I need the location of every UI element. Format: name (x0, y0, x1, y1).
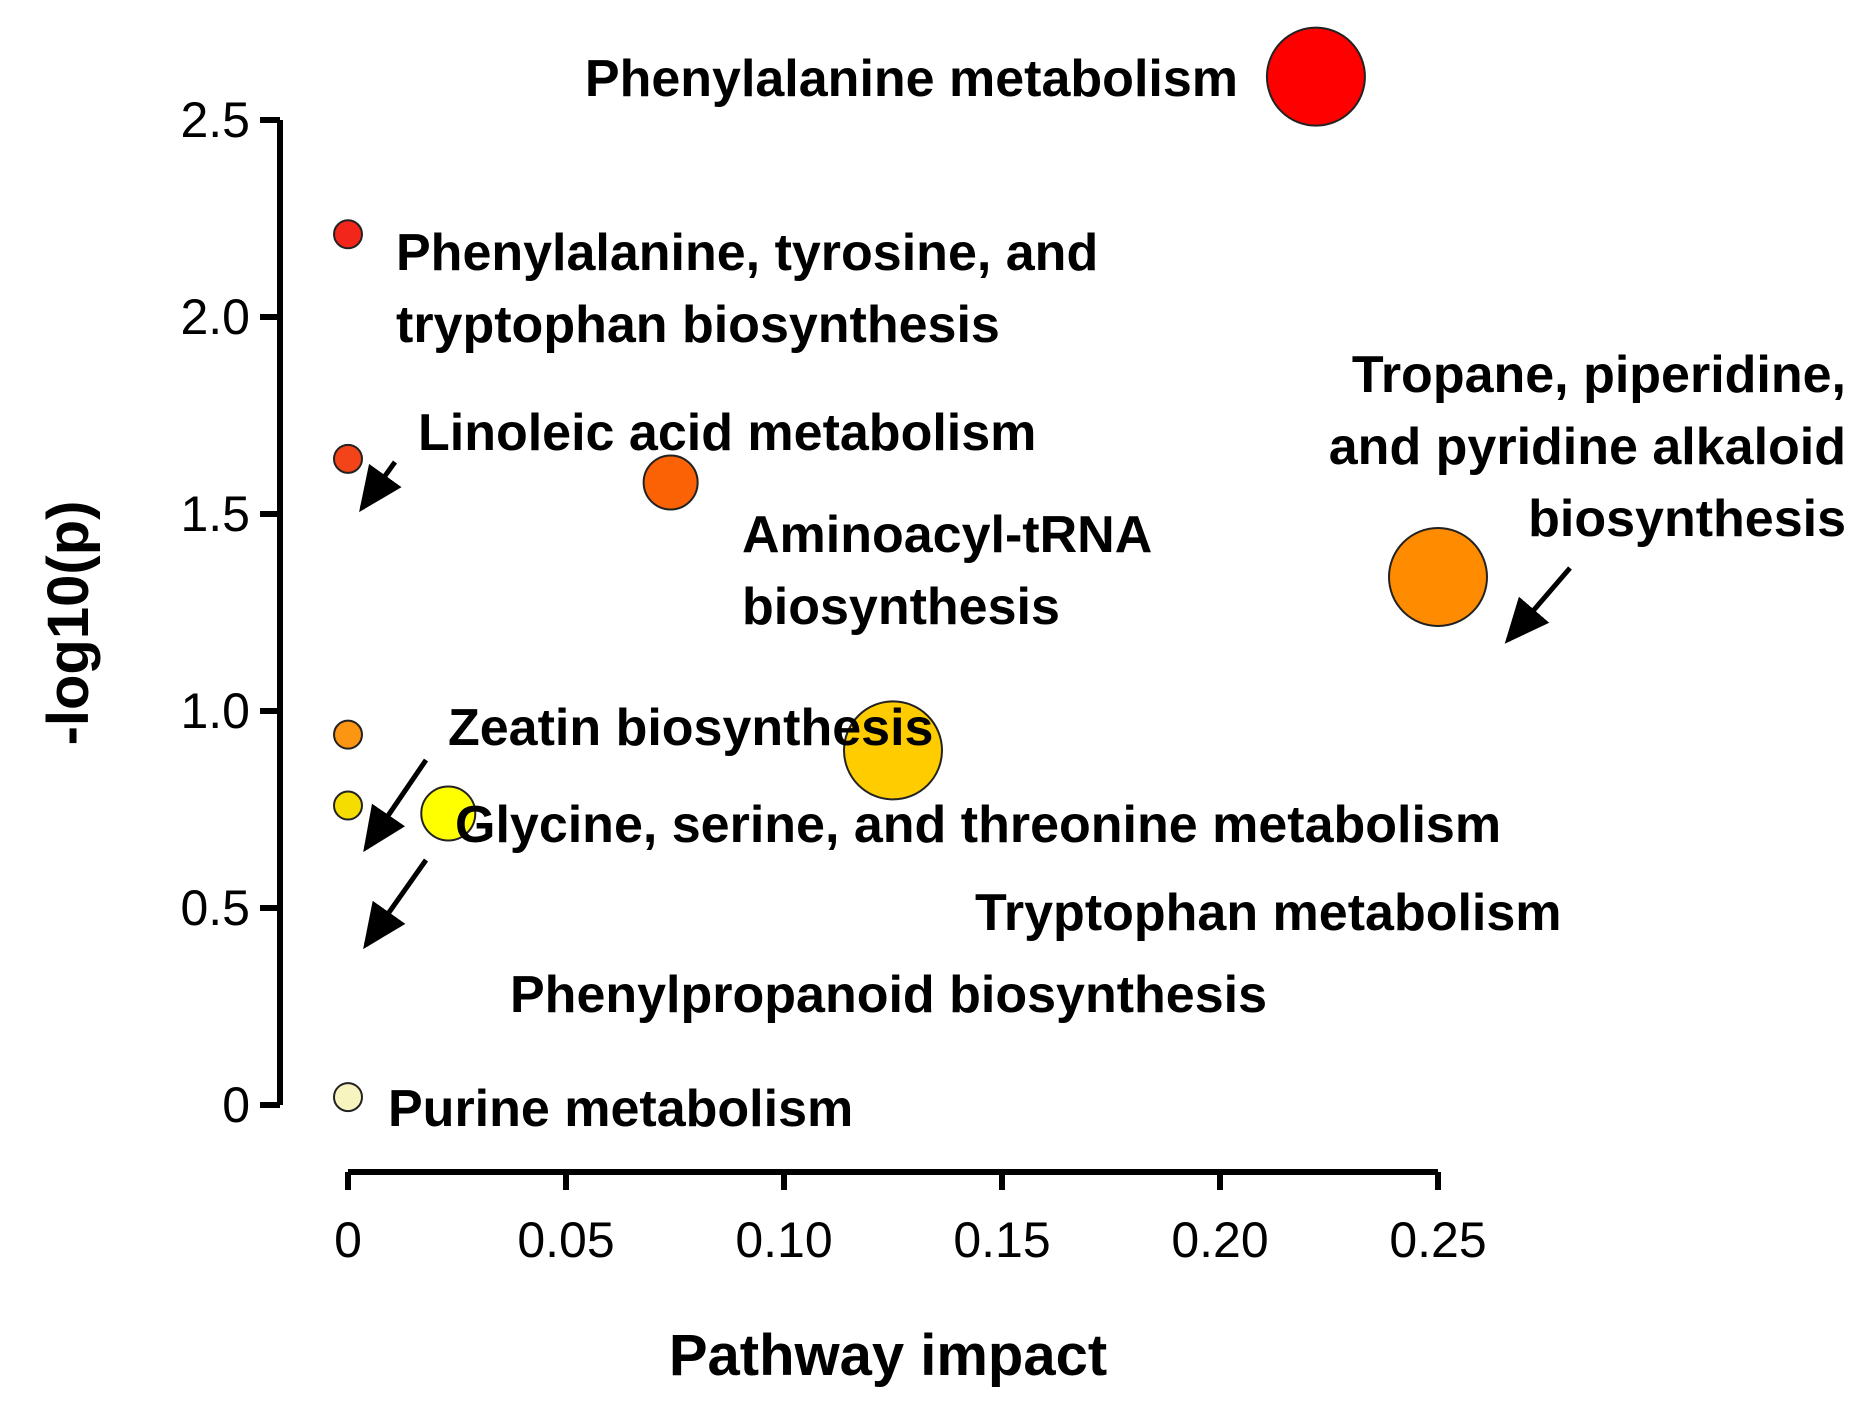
data-point (1388, 527, 1488, 628)
annotation-arrows (359, 460, 1572, 950)
point-label-line: tryptophan biosynthesis (396, 296, 1000, 354)
point-label-line: and pyridine alkaloid (1329, 418, 1846, 476)
y-tick-label: 2.0 (180, 289, 250, 345)
arrow-glycine (363, 858, 429, 950)
point-label-line: Phenylalanine, tyrosine, and (396, 224, 1098, 282)
point-label: Tropane, piperidine, and pyridine alkaloi… (1329, 346, 1846, 548)
point-label-line: Linoleic acid metabolism (418, 404, 1036, 462)
data-point (333, 219, 363, 250)
arrow-tropane (1504, 566, 1572, 644)
point-label: Phenylpropanoid biosynthesis (510, 966, 1267, 1024)
point-label: Glycine, serine, and threonine metabolis… (455, 796, 1501, 854)
point-label-line: Purine metabolism (388, 1080, 853, 1138)
data-point (333, 790, 363, 821)
point-label-line: Aminoacyl-tRNA (742, 506, 1152, 564)
point-label-line: Phenylpropanoid biosynthesis (510, 966, 1267, 1024)
arrow-zeatin (363, 758, 429, 853)
point-label: Aminoacyl-tRNA biosynthesis (742, 506, 1152, 636)
axes: 0 0.5 1.0 1.5 2.0 2.5 0 0.05 0.10 0.15 0.20 0.25 (180, 92, 1486, 1268)
point-label-line: biosynthesis (742, 578, 1060, 636)
point-label-line: Tropane, piperidine, (1352, 346, 1846, 404)
point-label: Purine metabolism (388, 1080, 853, 1138)
point-label: Phenylalanine metabolism (585, 50, 1238, 108)
data-point (333, 443, 363, 474)
point-label: Phenylalanine, tyrosine, and tryptophan b… (396, 224, 1098, 354)
x-tick-label: 0.10 (735, 1212, 832, 1268)
y-axis-title: -log10(p) (36, 501, 101, 746)
point-label-line: Phenylalanine metabolism (585, 50, 1238, 108)
point-label: Zeatin biosynthesis (448, 699, 933, 757)
arrow-linoleic (359, 460, 402, 513)
x-axis-title: Pathway impact (669, 1323, 1107, 1388)
data-point (843, 700, 943, 801)
point-labels: Phenylalanine metabolism Phenylalanine, t… (388, 50, 1846, 1138)
point-label: Linoleic acid metabolism (418, 404, 1036, 462)
data-point (1265, 26, 1366, 127)
y-tick-label: 2.5 (180, 92, 250, 148)
point-label: Tryptophan metabolism (975, 884, 1562, 942)
data-point (333, 1082, 363, 1113)
data-point (333, 719, 363, 750)
point-label-line: Tryptophan metabolism (975, 884, 1562, 942)
point-label-line: Glycine, serine, and threonine metabolis… (455, 796, 1501, 854)
x-tick-label: 0.20 (1171, 1212, 1268, 1268)
y-tick-label: 0.5 (180, 880, 250, 936)
y-tick-label: 0 (222, 1077, 250, 1133)
x-tick-label: 0.15 (953, 1212, 1050, 1268)
y-tick-label: 1.5 (180, 486, 250, 542)
data-points (333, 26, 1488, 1113)
x-tick-label: 0.25 (1389, 1212, 1486, 1268)
y-tick-label: 1.0 (180, 683, 250, 739)
point-label-line: Zeatin biosynthesis (448, 699, 933, 757)
data-point (420, 785, 477, 842)
x-tick-label: 0.05 (517, 1212, 614, 1268)
point-label-line: biosynthesis (1528, 490, 1846, 548)
data-point (642, 454, 699, 511)
x-tick-label: 0 (334, 1212, 362, 1268)
